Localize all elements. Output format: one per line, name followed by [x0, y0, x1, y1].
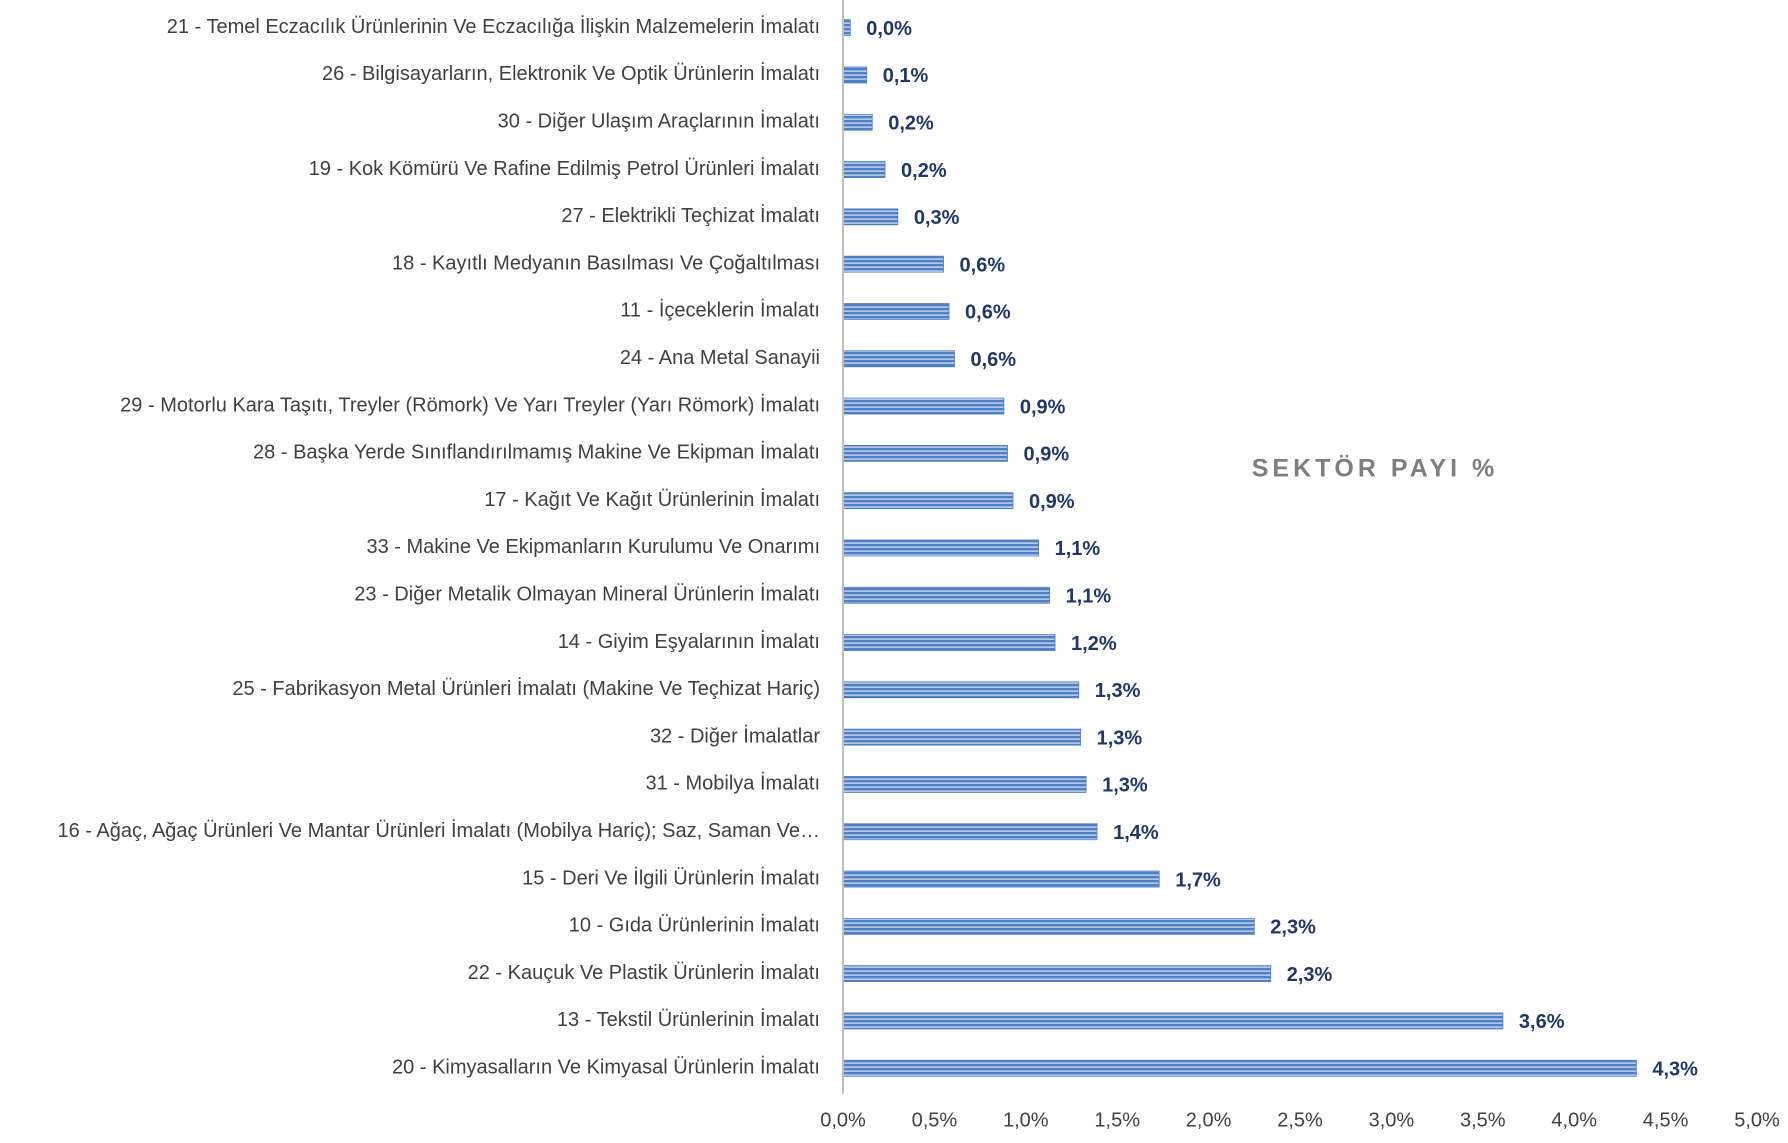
- data-label: 0,0%: [866, 18, 912, 40]
- x-tick-label: 3,5%: [1460, 1109, 1506, 1131]
- y-tick-label: 25 - Fabrikasyon Metal Ürünleri İmalatı …: [232, 677, 820, 700]
- bar: [842, 728, 1082, 746]
- y-tick-label: 28 - Başka Yerde Sınıflandırılmamış Maki…: [253, 441, 820, 464]
- bar: [842, 444, 1008, 462]
- bar: [842, 1012, 1504, 1030]
- bar: [842, 161, 886, 178]
- y-tick-label: 18 - Kayıtlı Medyanın Basılması Ve Çoğal…: [392, 252, 820, 274]
- data-label: 4,3%: [1652, 1059, 1698, 1081]
- data-label: 1,4%: [1113, 822, 1159, 844]
- bar: [842, 208, 899, 226]
- x-tick-label: 4,5%: [1643, 1109, 1689, 1131]
- bar: [842, 586, 1050, 604]
- data-label: 1,7%: [1175, 869, 1221, 891]
- data-label: 0,9%: [1024, 444, 1070, 466]
- y-tick-label: 27 - Elektrikli Teçhizat İmalatı: [561, 204, 820, 227]
- bar: [842, 303, 950, 320]
- y-tick-label: 22 - Kauçuk Ve Plastik Ürünlerin İmalatı: [468, 961, 820, 984]
- bar: [842, 917, 1255, 935]
- x-tick-label: 0,5%: [912, 1109, 958, 1131]
- bar: [842, 776, 1087, 793]
- bar: [842, 634, 1056, 651]
- y-tick-label: 20 - Kimyasalların Ve Kimyasal Ürünlerin…: [392, 1056, 820, 1079]
- data-label: 1,3%: [1102, 775, 1148, 797]
- data-label: 1,2%: [1071, 633, 1117, 655]
- bar: [842, 113, 873, 131]
- x-tick-label: 2,0%: [1186, 1109, 1232, 1131]
- y-tick-label: 23 - Diğer Metalik Olmayan Mineral Ürünl…: [354, 583, 820, 606]
- data-label: 1,3%: [1095, 680, 1141, 702]
- data-label: 0,1%: [883, 65, 929, 87]
- data-label: 0,2%: [888, 113, 934, 135]
- bar: [842, 823, 1098, 841]
- data-label: 0,9%: [1029, 491, 1075, 513]
- data-label: 3,6%: [1519, 1011, 1565, 1033]
- x-tick-label: 2,5%: [1277, 1109, 1323, 1131]
- y-tick-label: 16 - Ağaç, Ağaç Ürünleri Ve Mantar Ürünl…: [57, 819, 820, 842]
- bar: [842, 539, 1039, 557]
- bar: [842, 66, 868, 84]
- x-tick-label: 1,5%: [1094, 1109, 1140, 1131]
- y-tick-label: 26 - Bilgisayarların, Elektronik Ve Opti…: [322, 62, 820, 85]
- data-label: 1,3%: [1097, 727, 1143, 749]
- y-tick-label: 17 - Kağıt Ve Kağıt Ürünlerinin İmalatı: [484, 488, 820, 511]
- bar: [842, 1059, 1637, 1077]
- bar: [842, 397, 1005, 415]
- data-label: 1,1%: [1066, 586, 1112, 608]
- x-tick-label: 4,0%: [1551, 1109, 1597, 1131]
- bar: [842, 965, 1272, 983]
- y-tick-label: 21 - Temel Eczacılık Ürünlerinin Ve Ecza…: [167, 15, 820, 38]
- x-tick-label: 5,0%: [1734, 1109, 1780, 1131]
- y-tick-label: 13 - Tekstil Ürünlerinin İmalatı: [557, 1008, 820, 1031]
- data-label: 0,6%: [960, 254, 1006, 276]
- data-label: 2,3%: [1270, 917, 1316, 939]
- y-tick-label: 11 - İçeceklerin İmalatı: [620, 299, 820, 322]
- y-tick-label: 30 - Diğer Ulaşım Araçlarının İmalatı: [498, 110, 820, 133]
- data-label: 0,2%: [901, 160, 947, 182]
- bar: [842, 255, 944, 273]
- data-label: 0,6%: [971, 349, 1017, 371]
- y-tick-label: 31 - Mobilya İmalatı: [645, 772, 820, 795]
- y-tick-label: 15 - Deri Ve İlgili Ürünlerin İmalatı: [522, 866, 820, 889]
- bar: [842, 492, 1014, 510]
- x-tick-label: 0,0%: [820, 1109, 866, 1131]
- data-label: 0,6%: [965, 302, 1011, 324]
- bar: [842, 870, 1160, 888]
- data-label: 1,1%: [1055, 538, 1101, 560]
- y-tick-label: 10 - Gıda Ürünlerinin İmalatı: [569, 914, 820, 937]
- y-tick-label: 19 - Kok Kömürü Ve Rafine Edilmiş Petrol…: [309, 157, 820, 180]
- bar: [842, 681, 1080, 699]
- y-tick-label: 29 - Motorlu Kara Taşıtı, Treyler (Römor…: [120, 393, 820, 416]
- y-tick-label: 33 - Makine Ve Ekipmanların Kurulumu Ve …: [366, 536, 820, 558]
- y-tick-label: 32 - Diğer İmalatlar: [650, 724, 820, 747]
- data-label: 0,3%: [914, 207, 960, 229]
- x-tick-label: 1,0%: [1003, 1109, 1049, 1131]
- x-tick-label: 3,0%: [1369, 1109, 1415, 1131]
- bar: [842, 350, 955, 368]
- data-label: 2,3%: [1287, 964, 1333, 986]
- data-label: 0,9%: [1020, 396, 1066, 418]
- y-tick-label: 24 - Ana Metal Sanayii: [620, 347, 820, 369]
- y-tick-label: 14 - Giyim Eşyalarının İmalatı: [558, 630, 820, 653]
- chart-title: SEKTÖR PAYI %: [1252, 454, 1499, 483]
- bar: [842, 19, 851, 37]
